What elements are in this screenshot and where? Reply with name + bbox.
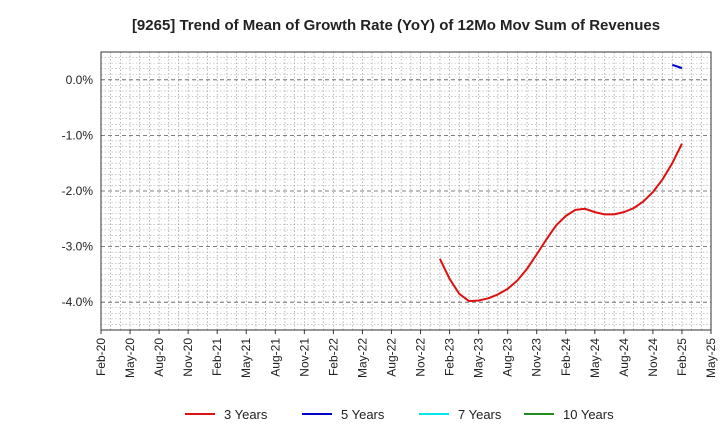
x-tick-label: May-20 bbox=[123, 338, 137, 378]
x-tick-label: May-24 bbox=[588, 338, 602, 378]
x-tick-label: Aug-20 bbox=[152, 338, 166, 377]
chart-title: [9265] Trend of Mean of Growth Rate (YoY… bbox=[132, 17, 660, 34]
x-tick-label: May-21 bbox=[239, 338, 253, 378]
grid bbox=[101, 51, 711, 331]
x-tick-label: May-25 bbox=[704, 338, 718, 378]
series-line-3-years bbox=[438, 143, 683, 303]
x-tick-label: Feb-22 bbox=[326, 338, 340, 376]
legend-label: 5 Years bbox=[341, 407, 385, 422]
y-axis: 0.0% -1.0% -2.0% -3.0% -4.0% bbox=[62, 73, 94, 309]
legend-label: 3 Years bbox=[224, 407, 268, 422]
x-tick-label: Nov-24 bbox=[646, 338, 660, 377]
x-tick-label: Feb-24 bbox=[559, 338, 573, 376]
x-axis: Feb-20 May-20 Aug-20 Nov-20 Feb-21 May-21 Aug-… bbox=[94, 330, 718, 378]
plot-lines bbox=[438, 63, 683, 303]
y-tick-label: -2.0% bbox=[62, 184, 94, 198]
legend-label: 10 Years bbox=[563, 407, 614, 422]
x-tick-label: Nov-20 bbox=[181, 338, 195, 377]
y-tick-label: -4.0% bbox=[62, 295, 94, 309]
series-line-5-years bbox=[671, 63, 683, 70]
x-tick-label: Aug-24 bbox=[617, 338, 631, 377]
legend: 3 Years 5 Years 7 Years 10 Years bbox=[185, 407, 614, 422]
x-tick-label: Nov-22 bbox=[414, 338, 428, 377]
x-tick-label: Nov-21 bbox=[297, 338, 311, 377]
x-tick-label: Aug-22 bbox=[384, 338, 398, 377]
x-tick-label: May-23 bbox=[472, 338, 486, 378]
y-tick-label: 0.0% bbox=[66, 73, 94, 87]
y-tick-label: -3.0% bbox=[62, 240, 94, 254]
y-tick-label: -1.0% bbox=[62, 128, 94, 142]
x-tick-label: Feb-21 bbox=[210, 338, 224, 376]
plot-frame bbox=[100, 51, 712, 331]
x-tick-label: Feb-20 bbox=[94, 338, 108, 376]
x-tick-label: Feb-23 bbox=[443, 338, 457, 376]
x-tick-label: Nov-23 bbox=[530, 338, 544, 377]
legend-label: 7 Years bbox=[458, 407, 502, 422]
x-tick-label: Aug-21 bbox=[268, 338, 282, 377]
x-tick-label: May-22 bbox=[355, 338, 369, 378]
x-tick-label: Aug-23 bbox=[501, 338, 515, 377]
x-tick-label: Feb-25 bbox=[675, 338, 689, 376]
